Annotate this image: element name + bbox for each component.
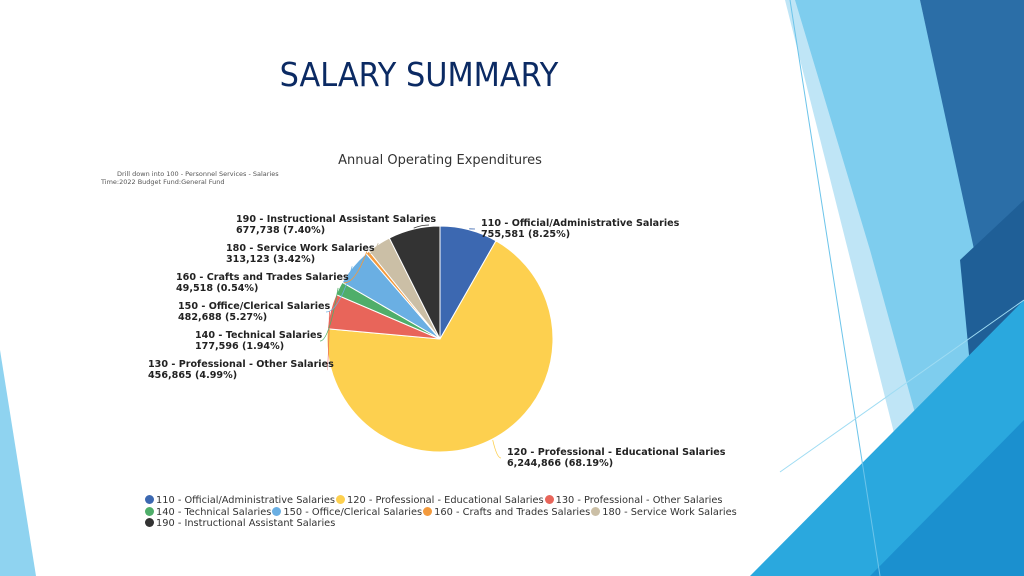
data-label-name-190: 190 - Instructional Assistant Salaries <box>236 214 436 225</box>
chart-legend: 110 - Official/Administrative Salaries 12… <box>145 495 738 530</box>
pie-slice-120 <box>326 240 554 453</box>
legend-item-120[interactable]: 120 - Professional - Educational Salarie… <box>336 495 545 507</box>
legend-swatch <box>591 506 601 516</box>
legend-label: 110 - Official/Administrative Salaries <box>156 495 336 506</box>
legend-label: 130 - Professional - Other Salaries <box>555 495 723 506</box>
data-label-value-120: 6,244,866 (68.19%) <box>507 458 613 469</box>
legend-item-180[interactable]: 180 - Service Work Salaries <box>591 506 738 519</box>
legend-swatch <box>423 506 433 516</box>
legend-label: 120 - Professional - Educational Salarie… <box>347 495 544 506</box>
leader-line-130 <box>326 311 330 371</box>
data-label-name-180: 180 - Service Work Salaries <box>226 243 375 254</box>
data-label-value-160: 49,518 (0.54%) <box>176 283 258 294</box>
chart-title: Annual Operating Expenditures <box>338 153 542 168</box>
legend-label: 190 - Instructional Assistant Salaries <box>156 518 336 530</box>
legend-label: 150 - Office/Clerical Salaries <box>283 506 423 518</box>
leader-line-150 <box>325 266 353 313</box>
legend-swatch <box>145 506 154 516</box>
legend-label: 140 - Technical Salaries <box>156 506 272 518</box>
legend-swatch <box>336 495 346 504</box>
legend-row: 190 - Instructional Assistant Salaries <box>145 518 738 530</box>
leader-line-190 <box>413 224 430 229</box>
data-label-value-110: 755,581 (8.25%) <box>481 229 570 240</box>
deco-line-2 <box>779 299 1024 473</box>
legend-swatch <box>272 506 282 516</box>
legend-swatch <box>544 495 554 504</box>
data-label-name-160: 160 - Crafts and Trades Salaries <box>176 272 349 283</box>
leader-line-140 <box>319 287 339 342</box>
data-label-value-180: 313,123 (3.42%) <box>226 254 315 265</box>
legend-item-140[interactable]: 140 - Technical Salaries <box>145 506 272 519</box>
legend-item-130[interactable]: 130 - Professional - Other Salaries <box>544 495 724 507</box>
slide-title: SALARY SUMMARY <box>279 55 559 94</box>
data-label-name-120: 120 - Professional - Educational Salarie… <box>507 447 726 458</box>
legend-item-190[interactable]: 190 - Instructional Assistant Salaries <box>145 518 336 530</box>
data-label-value-150: 482,688 (5.27%) <box>178 312 267 323</box>
legend-swatch <box>145 518 154 528</box>
legend-item-160[interactable]: 160 - Crafts and Trades Salaries <box>423 506 591 519</box>
deco-panel-bright2 <box>870 420 1024 576</box>
data-label-value-190: 677,738 (7.40%) <box>236 225 325 236</box>
chart-subtitle-line2: Time:2022 Budget Fund:General Fund <box>101 178 225 186</box>
data-label-name-150: 150 - Office/Clerical Salaries <box>178 301 331 312</box>
legend-item-150[interactable]: 150 - Office/Clerical Salaries <box>272 506 423 519</box>
legend-label: 180 - Service Work Salaries <box>602 506 737 518</box>
legend-item-110[interactable]: 110 - Official/Administrative Salaries <box>145 495 336 507</box>
data-label-value-130: 456,865 (4.99%) <box>148 370 237 381</box>
leader-line-160 <box>343 251 368 284</box>
legend-swatch <box>145 495 154 504</box>
chart-subtitle-line1: Drill down into 100 - Personnel Services… <box>117 170 279 178</box>
legend-label: 160 - Crafts and Trades Salaries <box>434 506 591 518</box>
legend-row: 140 - Technical Salaries 150 - Office/Cle… <box>145 506 738 519</box>
legend-row: 110 - Official/Administrative Salaries 12… <box>145 495 738 507</box>
deco-line <box>789 0 881 576</box>
data-label-name-110: 110 - Official/Administrative Salaries <box>481 218 680 229</box>
data-label-name-130: 130 - Professional - Other Salaries <box>148 359 334 370</box>
pie-slice-190 <box>388 225 441 340</box>
deco-left-sliver <box>0 350 36 576</box>
data-label-value-140: 177,596 (1.94%) <box>195 341 284 352</box>
leader-line-120 <box>492 439 502 459</box>
data-label-name-140: 140 - Technical Salaries <box>195 330 323 341</box>
leader-line-180 <box>368 243 379 255</box>
